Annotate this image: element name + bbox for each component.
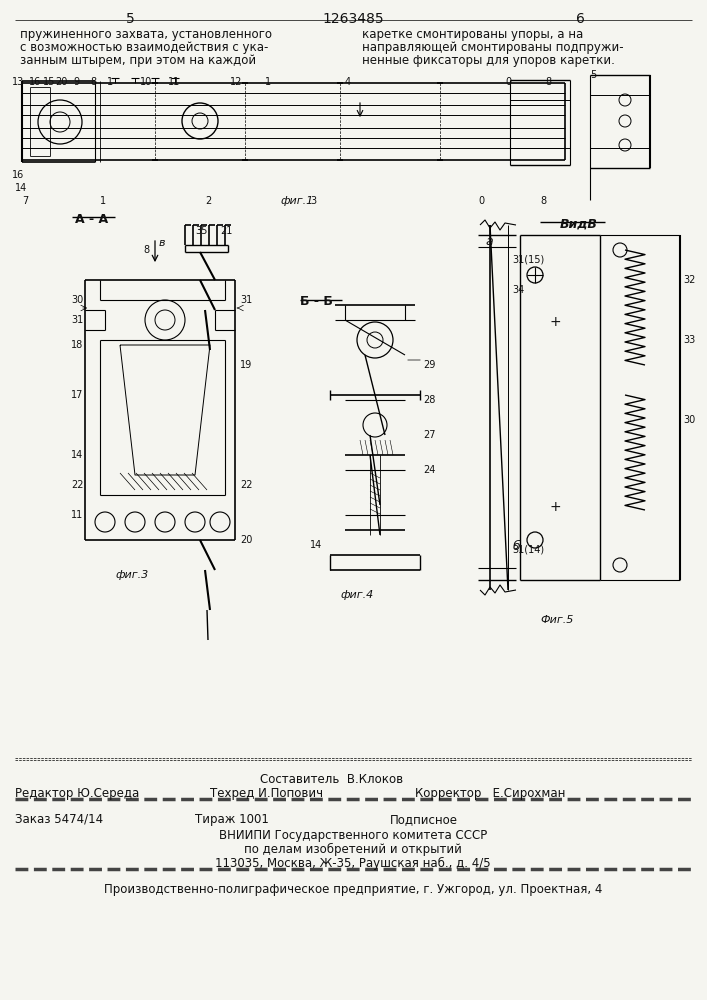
Text: Техред И.Попович: Техред И.Попович	[210, 787, 323, 800]
Text: 16: 16	[12, 170, 24, 180]
Text: 1: 1	[107, 77, 113, 87]
Text: 22: 22	[71, 480, 83, 490]
Text: 1263485: 1263485	[322, 12, 384, 26]
Text: Составитель  В.Клоков: Составитель В.Клоков	[260, 773, 403, 786]
Text: 30: 30	[683, 415, 695, 425]
Text: 14: 14	[15, 183, 28, 193]
Text: 17: 17	[71, 390, 83, 400]
Text: 9: 9	[73, 77, 79, 87]
Text: с возможностью взаимодействия с ука-: с возможностью взаимодействия с ука-	[20, 41, 269, 54]
Text: 5: 5	[590, 70, 596, 80]
Text: 24: 24	[423, 465, 436, 475]
Text: Редактор Ю.Середа: Редактор Ю.Середа	[15, 787, 139, 800]
Text: 1: 1	[265, 77, 271, 87]
Text: направляющей смонтированы подпружи-: направляющей смонтированы подпружи-	[362, 41, 624, 54]
Text: 20: 20	[240, 535, 252, 545]
Text: 11: 11	[71, 510, 83, 520]
Text: 13: 13	[12, 77, 24, 87]
Text: 14: 14	[71, 450, 83, 460]
Text: ненные фиксаторы для упоров каретки.: ненные фиксаторы для упоров каретки.	[362, 54, 615, 67]
Text: 22: 22	[240, 480, 252, 490]
Text: 31: 31	[240, 295, 252, 305]
Text: Фиг.5: Фиг.5	[540, 615, 573, 625]
Text: 4: 4	[345, 77, 351, 87]
Text: фиг.4: фиг.4	[340, 590, 373, 600]
Text: А - А: А - А	[75, 213, 108, 226]
Text: 29: 29	[423, 360, 436, 370]
Text: пружиненного захвата, установленного: пружиненного захвата, установленного	[20, 28, 272, 41]
Text: Подписное: Подписное	[390, 813, 458, 826]
Text: Тираж 1001: Тираж 1001	[195, 813, 269, 826]
Text: по делам изобретений и открытий: по делам изобретений и открытий	[244, 843, 462, 856]
Text: 31(14): 31(14)	[512, 545, 544, 555]
Text: 5: 5	[126, 12, 134, 26]
Text: в: в	[159, 238, 165, 248]
Text: каретке смонтированы упоры, а на: каретке смонтированы упоры, а на	[362, 28, 583, 41]
Text: 18: 18	[71, 340, 83, 350]
Text: 8: 8	[540, 196, 546, 206]
Text: 8: 8	[545, 77, 551, 87]
Text: 20: 20	[55, 77, 67, 87]
Text: 19: 19	[240, 360, 252, 370]
Text: 34: 34	[512, 285, 525, 295]
Text: 30: 30	[71, 295, 83, 305]
Text: Корректор   Е.Сирохман: Корректор Е.Сирохман	[415, 787, 566, 800]
Text: фиг.3: фиг.3	[115, 570, 148, 580]
Text: 8: 8	[90, 77, 96, 87]
Text: 7: 7	[22, 196, 28, 206]
Text: 10: 10	[140, 77, 152, 87]
Text: фиг.1: фиг.1	[280, 196, 313, 206]
Text: 3: 3	[310, 196, 316, 206]
Text: 31: 31	[71, 315, 83, 325]
Text: ВидВ: ВидВ	[560, 218, 598, 231]
Text: 12: 12	[230, 77, 243, 87]
Text: 16: 16	[29, 77, 41, 87]
Text: 14: 14	[310, 540, 322, 550]
Text: 8: 8	[143, 245, 149, 255]
Text: 33: 33	[683, 335, 695, 345]
Text: +: +	[550, 315, 561, 329]
Text: занным штырем, при этом на каждой: занным штырем, при этом на каждой	[20, 54, 256, 67]
Text: ВНИИПИ Государственного комитета СССР: ВНИИПИ Государственного комитета СССР	[219, 829, 487, 842]
Text: 0: 0	[505, 77, 511, 87]
Text: 1: 1	[100, 196, 106, 206]
Text: Производственно-полиграфическое предприятие, г. Ужгород, ул. Проектная, 4: Производственно-полиграфическое предприя…	[104, 883, 602, 896]
Text: Б - Б: Б - Б	[300, 295, 333, 308]
Text: 28: 28	[423, 395, 436, 405]
Text: 6: 6	[575, 12, 585, 26]
Text: 21: 21	[220, 226, 233, 236]
Text: 32: 32	[683, 275, 696, 285]
Text: 27: 27	[423, 430, 436, 440]
Text: +: +	[550, 500, 561, 514]
Text: а: а	[485, 235, 493, 248]
Text: 11: 11	[168, 77, 180, 87]
Text: б: б	[513, 540, 521, 553]
Text: 15: 15	[43, 77, 55, 87]
Text: 2: 2	[205, 196, 211, 206]
Text: 31(15): 31(15)	[512, 255, 544, 265]
Text: Заказ 5474/14: Заказ 5474/14	[15, 813, 103, 826]
Text: 35: 35	[195, 226, 207, 236]
Text: 113035, Москва, Ж-35, Раушская наб., д. 4/5: 113035, Москва, Ж-35, Раушская наб., д. …	[215, 857, 491, 870]
Text: 0: 0	[478, 196, 484, 206]
